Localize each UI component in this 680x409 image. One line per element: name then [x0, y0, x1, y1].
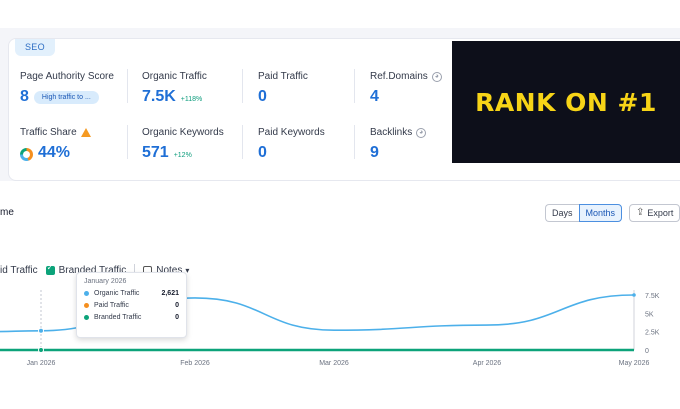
legend-divider	[134, 264, 136, 276]
organic-traffic-label: Organic Traffic	[142, 71, 207, 82]
metric-paid-traffic[interactable]: Paid Traffic 0	[258, 71, 308, 106]
organic-dot	[84, 291, 89, 296]
chevron-down-icon[interactable]: ▾	[185, 265, 190, 275]
tooltip-row-value: 0	[175, 302, 179, 309]
warning-icon[interactable]	[80, 128, 91, 137]
paid-traffic-label: Paid Traffic	[258, 71, 308, 82]
legend-branded-traffic[interactable]: Branded Traffic	[58, 264, 127, 276]
traffic-share-donut-icon	[20, 147, 33, 161]
organic-keywords-value[interactable]: 571	[142, 144, 169, 161]
paid-keywords-value[interactable]: 0	[258, 144, 267, 161]
data-point[interactable]	[632, 293, 636, 297]
top-strip	[0, 0, 680, 28]
chart-tooltip: January 2026 Organic Traffic 2,621 Paid …	[76, 272, 187, 338]
y-tick-label: 2.5K	[645, 330, 660, 337]
paid-keywords-label: Paid Keywords	[258, 127, 325, 138]
traffic-chart[interactable]: 0 2.5K 5K 7.5K Jan 2026 Feb 2026 Mar 2026 Apr 2…	[0, 280, 680, 375]
ref-domains-value[interactable]: 4	[370, 88, 379, 105]
tooltip-title: January 2026	[84, 278, 127, 285]
branded-dot	[84, 315, 89, 320]
traffic-share-value[interactable]: 44%	[38, 144, 71, 161]
legend-paid-traffic[interactable]: id Traffic	[0, 264, 38, 276]
branded-checkbox[interactable]	[45, 263, 55, 275]
metric-organic-keywords[interactable]: Organic Keywords 571 +12%	[142, 127, 224, 162]
divider	[242, 125, 243, 159]
promo-banner: RANK ON #1	[452, 41, 680, 163]
export-button[interactable]: ⇪ Export	[629, 204, 680, 222]
tooltip-row-organic: Organic Traffic 2,621	[84, 290, 179, 297]
tooltip-row-value: 0	[175, 314, 179, 321]
tooltip-row-branded: Branded Traffic 0	[84, 314, 179, 321]
divider	[354, 125, 355, 159]
divider	[242, 69, 243, 103]
divider	[354, 69, 355, 103]
data-point[interactable]	[38, 347, 44, 353]
info-icon[interactable]: ◕	[416, 127, 427, 138]
divider	[127, 125, 128, 159]
tooltip-row-name: Paid Traffic	[94, 302, 129, 309]
y-tick-label: 7.5K	[645, 293, 660, 300]
legend-row: id Traffic Branded Traffic Notes ▾	[0, 263, 190, 276]
legend-notes[interactable]: Notes	[156, 264, 183, 276]
organic-traffic-value[interactable]: 7.5K	[142, 88, 176, 105]
page-authority-value: 8	[20, 88, 29, 105]
backlinks-label: Backlinks	[370, 127, 413, 138]
traffic-share-label: Traffic Share	[20, 127, 77, 138]
page-authority-label: Page Authority Score	[20, 71, 114, 82]
data-point[interactable]	[38, 327, 44, 334]
export-icon: ⇪	[636, 207, 645, 218]
metric-paid-keywords[interactable]: Paid Keywords 0	[258, 127, 325, 162]
paid-traffic-value[interactable]: 0	[258, 88, 267, 105]
series-line-organic-traffic[interactable]	[0, 294, 635, 333]
metric-organic-traffic[interactable]: Organic Traffic 7.5K +118%	[142, 71, 207, 106]
days-button[interactable]: Days	[545, 204, 579, 222]
export-label: Export	[647, 208, 674, 218]
high-traffic-pill[interactable]: High traffic to ...	[33, 91, 99, 104]
paid-dot	[84, 303, 89, 308]
backlinks-value[interactable]: 9	[370, 144, 379, 161]
x-tick-label: Jan 2026	[27, 360, 56, 367]
metric-backlinks[interactable]: Backlinks ◕ 9	[370, 127, 427, 162]
tooltip-row-name: Organic Traffic	[94, 290, 140, 297]
tooltip-row-paid: Paid Traffic 0	[84, 302, 179, 309]
x-tick-label: Feb 2026	[180, 360, 210, 367]
tooltip-row-name: Branded Traffic	[94, 314, 142, 321]
banner-text: RANK ON #1	[475, 87, 657, 117]
tooltip-row-value: 2,621	[161, 290, 179, 297]
y-tick-label: 5K	[645, 311, 654, 318]
y-tick-label: 0	[645, 348, 649, 355]
period-toggle: Days Months	[545, 204, 623, 222]
x-tick-label: Mar 2026	[319, 360, 349, 367]
chart-title-partial: me	[0, 207, 14, 218]
seo-tag: SEO	[15, 39, 55, 56]
months-button[interactable]: Months	[578, 204, 623, 222]
x-tick-label: Apr 2026	[473, 360, 502, 367]
x-tick-label: May 2026	[619, 360, 650, 367]
metric-traffic-share[interactable]: Traffic Share 44%	[20, 127, 91, 162]
metric-page-authority[interactable]: Page Authority Score 8 High traffic to .…	[20, 71, 114, 106]
metric-ref-domains[interactable]: Ref.Domains ◕ 4	[370, 71, 442, 106]
divider	[127, 69, 128, 103]
organic-traffic-delta: +118%	[180, 96, 203, 103]
ref-domains-label: Ref.Domains	[370, 71, 428, 82]
organic-keywords-delta: +12%	[173, 152, 192, 159]
organic-keywords-label: Organic Keywords	[142, 127, 224, 138]
info-icon[interactable]: ◕	[431, 71, 442, 82]
